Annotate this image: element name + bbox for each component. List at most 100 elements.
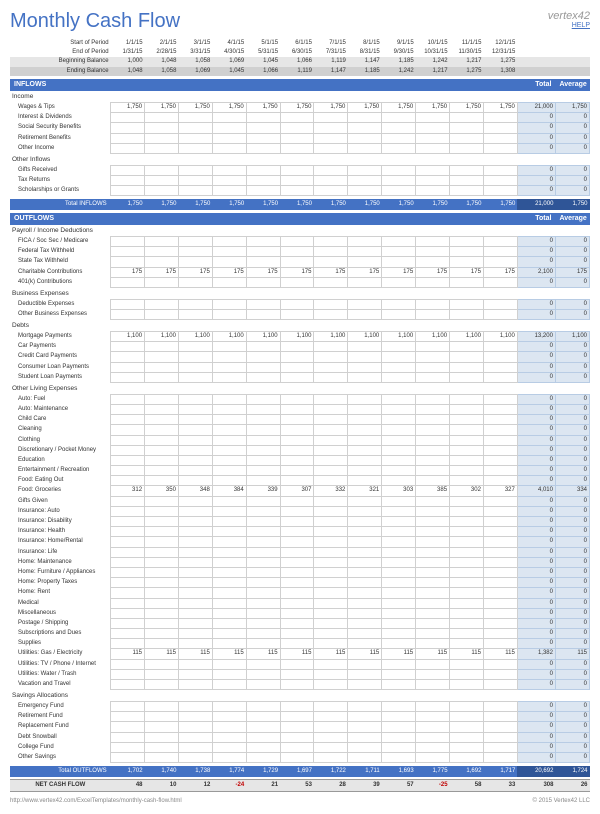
cell[interactable] — [145, 608, 179, 618]
cell[interactable] — [246, 299, 280, 309]
cell[interactable] — [212, 257, 246, 267]
cell[interactable] — [178, 659, 212, 669]
cell[interactable] — [145, 629, 179, 639]
cell[interactable]: 115 — [450, 649, 484, 659]
cell[interactable] — [145, 506, 179, 516]
cell[interactable] — [246, 113, 280, 123]
cell[interactable] — [348, 362, 382, 372]
cell[interactable] — [280, 113, 314, 123]
cell[interactable] — [212, 123, 246, 133]
cell[interactable] — [348, 277, 382, 287]
cell[interactable] — [111, 752, 145, 762]
cell[interactable] — [314, 701, 348, 711]
cell[interactable] — [382, 701, 416, 711]
cell[interactable] — [246, 722, 280, 732]
cell[interactable] — [111, 143, 145, 153]
cell[interactable] — [450, 352, 484, 362]
cell[interactable] — [111, 639, 145, 649]
cell[interactable] — [314, 257, 348, 267]
cell[interactable] — [382, 143, 416, 153]
cell[interactable] — [280, 404, 314, 414]
cell[interactable] — [382, 712, 416, 722]
cell[interactable] — [450, 445, 484, 455]
cell[interactable] — [483, 113, 517, 123]
cell[interactable] — [314, 517, 348, 527]
cell[interactable] — [145, 415, 179, 425]
cell[interactable] — [111, 537, 145, 547]
cell[interactable] — [212, 175, 246, 185]
cell[interactable] — [348, 113, 382, 123]
cell[interactable] — [348, 506, 382, 516]
cell[interactable] — [483, 175, 517, 185]
cell[interactable] — [246, 578, 280, 588]
cell[interactable] — [280, 310, 314, 320]
cell[interactable] — [212, 701, 246, 711]
cell[interactable] — [111, 372, 145, 382]
cell[interactable] — [246, 476, 280, 486]
cell[interactable] — [450, 143, 484, 153]
cell[interactable] — [212, 237, 246, 247]
cell[interactable] — [382, 659, 416, 669]
cell[interactable] — [382, 547, 416, 557]
cell[interactable] — [111, 445, 145, 455]
cell[interactable] — [416, 578, 450, 588]
cell[interactable] — [178, 680, 212, 690]
cell[interactable] — [145, 310, 179, 320]
cell[interactable] — [450, 476, 484, 486]
cell[interactable] — [246, 362, 280, 372]
cell[interactable] — [212, 659, 246, 669]
cell[interactable]: 1,750 — [382, 102, 416, 112]
cell[interactable] — [212, 445, 246, 455]
cell[interactable] — [450, 537, 484, 547]
cell[interactable] — [348, 133, 382, 143]
cell[interactable] — [145, 175, 179, 185]
cell[interactable] — [348, 752, 382, 762]
cell[interactable] — [483, 123, 517, 133]
cell[interactable] — [348, 404, 382, 414]
cell[interactable]: 115 — [382, 649, 416, 659]
cell[interactable] — [382, 639, 416, 649]
cell[interactable] — [280, 372, 314, 382]
cell[interactable] — [416, 435, 450, 445]
cell[interactable] — [382, 455, 416, 465]
cell[interactable] — [450, 742, 484, 752]
cell[interactable] — [246, 629, 280, 639]
cell[interactable] — [450, 659, 484, 669]
cell[interactable] — [450, 639, 484, 649]
cell[interactable] — [416, 608, 450, 618]
cell[interactable] — [450, 466, 484, 476]
cell[interactable]: 1,100 — [212, 332, 246, 342]
cell[interactable] — [212, 310, 246, 320]
cell[interactable] — [111, 133, 145, 143]
cell[interactable] — [212, 557, 246, 567]
cell[interactable] — [280, 608, 314, 618]
cell[interactable] — [314, 310, 348, 320]
cell[interactable] — [483, 476, 517, 486]
cell[interactable] — [348, 143, 382, 153]
cell[interactable] — [212, 362, 246, 372]
cell[interactable] — [178, 415, 212, 425]
cell[interactable] — [111, 701, 145, 711]
cell[interactable] — [483, 133, 517, 143]
cell[interactable] — [246, 669, 280, 679]
cell[interactable]: 1,100 — [314, 332, 348, 342]
cell[interactable] — [178, 404, 212, 414]
cell[interactable] — [111, 299, 145, 309]
cell[interactable] — [246, 506, 280, 516]
cell[interactable] — [483, 352, 517, 362]
cell[interactable] — [212, 133, 246, 143]
cell[interactable] — [382, 618, 416, 628]
cell[interactable] — [348, 680, 382, 690]
cell[interactable] — [348, 527, 382, 537]
cell[interactable] — [416, 342, 450, 352]
cell[interactable] — [145, 237, 179, 247]
cell[interactable] — [450, 175, 484, 185]
cell[interactable] — [483, 588, 517, 598]
cell[interactable] — [145, 578, 179, 588]
cell[interactable] — [450, 237, 484, 247]
cell[interactable] — [314, 588, 348, 598]
cell[interactable] — [145, 372, 179, 382]
cell[interactable] — [382, 362, 416, 372]
cell[interactable] — [483, 247, 517, 257]
cell[interactable] — [145, 669, 179, 679]
